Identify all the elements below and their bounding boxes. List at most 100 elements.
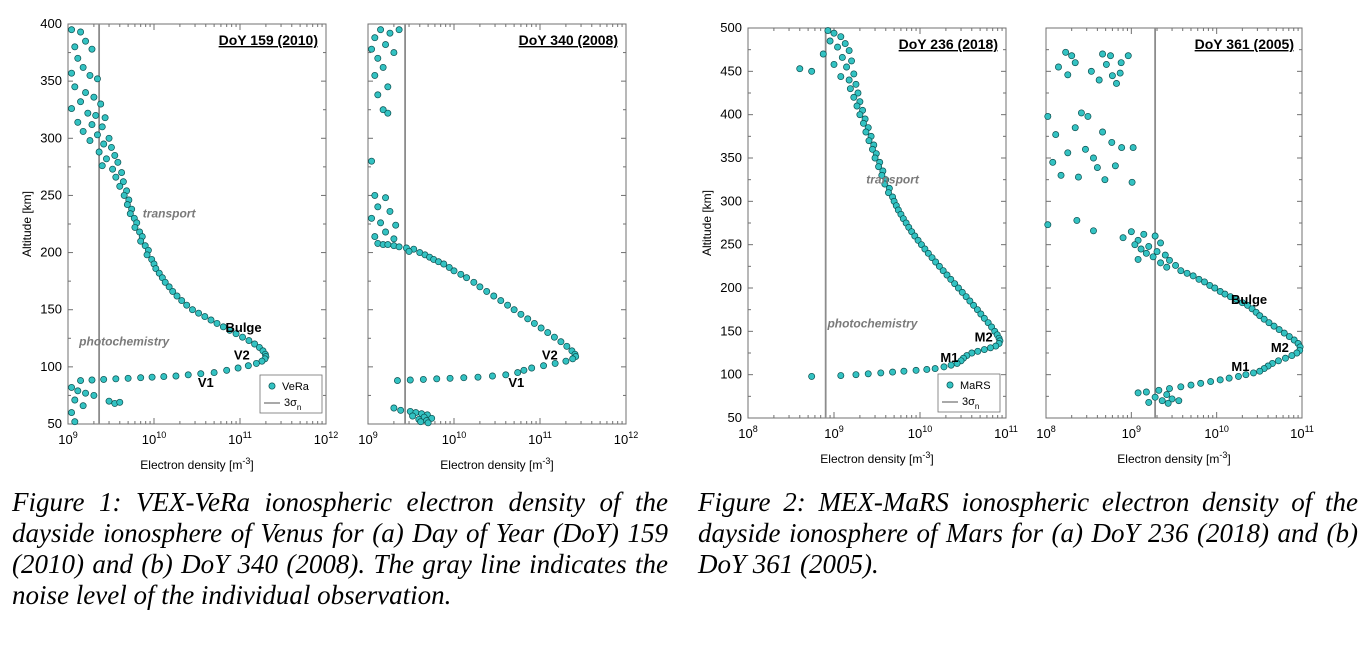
legend: VeRa 3σn: [259, 374, 323, 414]
data-point: [845, 47, 853, 54]
data-point: [371, 191, 379, 199]
legend-label-noise: 3σn: [284, 397, 301, 412]
data-point: [796, 65, 804, 73]
data-point: [1108, 138, 1116, 146]
x-axis-label: Electron density [m-3]: [440, 456, 553, 472]
data-point: [875, 163, 883, 171]
x-tick-label: 108: [1036, 424, 1055, 441]
data-point: [939, 267, 947, 275]
data-point: [239, 333, 246, 341]
data-point: [382, 41, 389, 49]
data-point: [885, 189, 892, 197]
x-tick-label: 1012: [614, 430, 638, 447]
data-point: [457, 270, 465, 278]
data-point: [1142, 388, 1150, 396]
data-point: [112, 375, 120, 383]
data-point: [841, 40, 849, 48]
y-tick-label: 350: [720, 150, 742, 165]
data-point: [951, 280, 959, 288]
legend-label-noise: 3σn: [962, 396, 979, 411]
data-point: [119, 178, 127, 186]
data-point: [1090, 227, 1097, 235]
data-point: [433, 375, 441, 383]
data-point: [116, 182, 124, 190]
data-point: [90, 93, 98, 101]
data-point: [808, 372, 816, 380]
legend-marker: [946, 381, 954, 389]
annotation-label: M1: [940, 350, 958, 365]
data-point: [1118, 144, 1126, 152]
y-axis-label: Altitude [km]: [700, 190, 714, 256]
data-point: [928, 254, 936, 262]
figure-1-caption: Figure 1: VEX-VeRa ionospheric electron …: [12, 487, 668, 610]
data-point: [826, 37, 834, 45]
data-point: [935, 262, 943, 270]
data-point: [537, 324, 545, 332]
data-point: [419, 375, 427, 383]
data-point: [562, 357, 570, 365]
data-point: [71, 418, 79, 426]
data-point: [1044, 112, 1052, 120]
data-point: [226, 326, 234, 334]
data-point: [92, 111, 100, 119]
x-tick-label: 1010: [142, 430, 166, 447]
data-point: [1082, 145, 1089, 153]
data-point: [808, 67, 816, 75]
data-point: [524, 315, 532, 323]
data-point: [1064, 71, 1072, 79]
data-point: [1225, 374, 1233, 382]
data-point: [95, 148, 103, 156]
data-point: [184, 371, 192, 379]
data-point: [528, 364, 536, 372]
data-point: [850, 70, 858, 78]
data-point: [1177, 267, 1185, 275]
data-point: [197, 370, 205, 378]
y-tick-label: 300: [40, 130, 62, 145]
data-point: [395, 26, 403, 34]
data-point: [406, 376, 414, 384]
data-point: [1270, 322, 1278, 330]
data-point: [251, 340, 259, 348]
data-point: [1172, 262, 1180, 269]
data-point: [440, 260, 448, 268]
data-point: [1275, 357, 1282, 365]
data-point: [100, 375, 108, 383]
data-point: [871, 154, 879, 162]
data-point: [550, 333, 558, 341]
annotation-label: photochemistry: [78, 335, 170, 349]
data-point: [837, 33, 845, 41]
data-point: [111, 151, 119, 159]
data-point: [1055, 63, 1062, 71]
data-point: [1129, 144, 1137, 152]
data-point: [101, 114, 109, 122]
data-point: [446, 374, 454, 382]
data-point: [1183, 269, 1191, 277]
data-point: [1101, 176, 1109, 184]
data-point: [1116, 69, 1124, 77]
data-point: [947, 275, 955, 283]
y-tick-label: 100: [720, 367, 742, 382]
data-point: [966, 297, 974, 305]
data-point: [1071, 59, 1079, 67]
data-point: [1052, 131, 1060, 139]
chart-panel-1: 109 1010 1011 1012 50 100 150 200 250 300 350 400 El…: [20, 16, 338, 472]
data-point: [82, 89, 90, 97]
data-point: [169, 287, 177, 295]
data-point: [889, 368, 897, 376]
data-point: [838, 54, 846, 61]
data-point: [252, 359, 260, 367]
data-point: [390, 49, 398, 57]
data-point: [382, 194, 389, 202]
data-point: [77, 98, 85, 106]
data-point: [79, 127, 87, 135]
data-point: [1090, 154, 1097, 162]
data-point: [395, 243, 403, 251]
data-point: [1163, 391, 1171, 399]
data-point: [1207, 378, 1215, 386]
data-point: [1145, 398, 1153, 406]
data-point: [379, 63, 387, 71]
data-point: [98, 123, 106, 131]
data-point: [392, 221, 400, 229]
x-tick-label: 1010: [442, 430, 466, 447]
data-point: [970, 301, 978, 309]
